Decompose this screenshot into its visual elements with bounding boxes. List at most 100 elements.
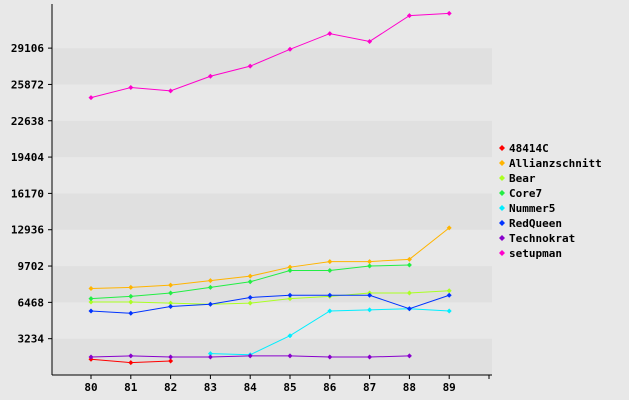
legend-label: setupman (509, 247, 562, 260)
x-tick-label: 85 (283, 381, 296, 394)
grid-band (52, 302, 492, 339)
data-point (367, 259, 373, 265)
data-point (287, 292, 293, 298)
chart-axes (51, 4, 492, 376)
x-tick-label: 81 (124, 381, 138, 394)
data-point (128, 299, 134, 305)
data-point (128, 284, 134, 290)
series-redqueen (88, 292, 452, 316)
legend-marker (499, 235, 505, 241)
grid-band (52, 193, 492, 230)
legend-marker (499, 205, 505, 211)
legend-marker (499, 220, 505, 226)
grid-band (52, 157, 492, 194)
grid-band (52, 84, 492, 121)
x-tick-label: 89 (443, 381, 456, 394)
y-tick-label: 3234 (18, 333, 45, 346)
legend-marker (499, 160, 505, 166)
data-point (367, 263, 373, 269)
data-point (287, 264, 293, 270)
data-point (247, 63, 253, 69)
x-tick-label: 83 (204, 381, 217, 394)
data-point (168, 290, 174, 296)
x-tick-label: 84 (244, 381, 258, 394)
data-point (327, 292, 333, 298)
data-point (88, 308, 94, 314)
data-point (207, 351, 213, 357)
data-point (287, 296, 293, 302)
data-point (367, 38, 373, 44)
data-point (446, 308, 452, 314)
x-tick-label: 87 (363, 381, 376, 394)
series-setupman (88, 10, 452, 101)
legend-marker (499, 175, 505, 181)
series-line (91, 290, 450, 305)
data-point (446, 10, 452, 16)
data-point (128, 360, 134, 366)
series-allianzschnitt (88, 225, 452, 292)
data-point (88, 95, 94, 101)
data-point (327, 31, 333, 37)
data-point (327, 268, 333, 274)
data-point (168, 303, 174, 309)
data-point (287, 46, 293, 52)
data-point (88, 354, 94, 360)
data-point (88, 299, 94, 305)
grid-band (52, 120, 492, 158)
data-point (207, 301, 213, 307)
y-tick-label: 9702 (18, 260, 45, 273)
x-tick-label: 80 (84, 381, 97, 394)
data-point (88, 286, 94, 292)
data-point (327, 354, 333, 360)
data-point (128, 353, 134, 359)
plot-background-bands (52, 10, 492, 375)
legend-marker (499, 250, 505, 256)
y-tick-label: 29106 (11, 42, 44, 55)
legend-marker (499, 145, 505, 151)
y-tick-label: 22638 (11, 115, 44, 128)
data-point (247, 300, 253, 306)
legend-label: RedQueen (509, 217, 562, 230)
data-point (207, 284, 213, 290)
x-tick-label: 82 (164, 381, 177, 394)
series-line (90, 227, 450, 290)
data-point (327, 259, 333, 265)
x-axis-ticks: 80 81 82 83 84 85 86 87 88 89 (84, 375, 490, 394)
data-point (128, 84, 134, 90)
data-point (367, 307, 373, 313)
x-tick-label: 86 (323, 381, 337, 394)
data-point (128, 310, 134, 316)
legend-label: Core7 (509, 187, 542, 200)
data-point (207, 278, 213, 284)
legend: 48414C Allianzschnitt Bear Core7 Nummer5 RedQ… (499, 142, 602, 260)
data-point (406, 290, 412, 296)
data-point (446, 288, 452, 294)
data-point (406, 306, 412, 312)
legend-label: 48414C (509, 142, 549, 155)
series-lines (88, 10, 452, 366)
data-point (287, 333, 293, 339)
data-point (168, 88, 174, 94)
grid-band (52, 10, 492, 49)
y-tick-label: 16170 (11, 187, 44, 200)
series-technokrat (88, 353, 412, 360)
y-tick-label: 25872 (11, 78, 44, 91)
data-point (168, 358, 174, 364)
data-point (446, 225, 452, 231)
data-point (128, 293, 134, 299)
series-core7 (88, 262, 412, 302)
data-point (406, 256, 412, 262)
y-tick-label: 6468 (18, 296, 45, 309)
data-point (287, 353, 293, 359)
data-point (247, 295, 253, 301)
y-axis-ticks: 3234 6468 9702 12936 16170 19404 22638 25872 291… (11, 42, 52, 346)
data-point (168, 354, 174, 360)
data-point (168, 300, 174, 306)
y-tick-label: 19404 (11, 151, 44, 164)
legend-label: Bear (509, 172, 536, 185)
legend-label: Nummer5 (509, 202, 555, 215)
x-tick-label: 88 (403, 381, 416, 394)
data-point (406, 262, 412, 268)
series-bear (88, 288, 452, 307)
